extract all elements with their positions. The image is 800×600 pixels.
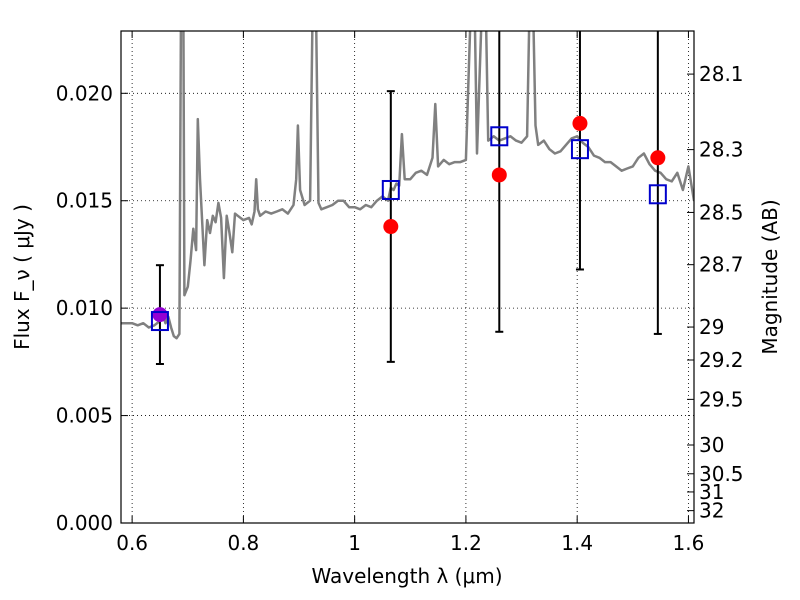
model-spectrum-line	[121, 31, 694, 340]
ticks-layer: 0.6 0.8 1 1.2 1.4 1.6 0.000 0.005 0.010 0.015 0.02…	[56, 31, 744, 555]
magnitude-tick-label: 32	[699, 499, 724, 523]
plot-frame	[120, 30, 695, 524]
y-tick-label: 0.000	[56, 511, 113, 535]
y-tick-label: 0.015	[56, 189, 113, 213]
observed-points-layer	[152, 115, 666, 323]
observed-point	[152, 307, 168, 323]
errorbar-layer	[155, 31, 662, 366]
model-spectrum-layer	[121, 31, 694, 340]
x-tick-label: 1.4	[561, 531, 593, 555]
model-photometry-point	[381, 179, 400, 200]
magnitude-tick-label: 29.5	[699, 387, 744, 411]
y-tick-label: 0.020	[56, 81, 113, 105]
magnitude-tick-label: 28.5	[699, 200, 744, 224]
magnitude-tick-label: 30.5	[699, 462, 744, 486]
magnitude-tick-label: 30	[699, 433, 724, 457]
model-photometry-point	[490, 126, 509, 147]
magnitude-tick-label: 28.1	[699, 62, 744, 86]
observed-point	[650, 150, 666, 166]
x-tick-label: 1.6	[673, 531, 705, 555]
y-tick-label: 0.005	[56, 404, 113, 428]
magnitude-tick-label: 28.3	[699, 138, 744, 162]
y-tick-label: 0.010	[56, 296, 113, 320]
grid-layer	[121, 31, 694, 524]
x-tick-label: 0.6	[116, 531, 148, 555]
model-photometry-point	[150, 311, 169, 332]
magnitude-tick-label: 29.2	[699, 348, 744, 372]
x-tick-label: 0.8	[227, 531, 259, 555]
magnitude-tick-label: 29	[699, 315, 724, 339]
observed-point	[383, 219, 399, 235]
x-tick-label: 1	[348, 531, 361, 555]
model-photometry-point	[648, 184, 667, 205]
magnitude-tick-label: 28.7	[699, 253, 744, 277]
magnitude-tick-label: 31	[699, 480, 724, 504]
observed-point	[572, 115, 588, 131]
model-photometry-layer	[150, 126, 667, 332]
observed-point	[491, 167, 507, 183]
x-axis-label: Wavelength λ (μm)	[311, 564, 502, 588]
model-photometry-point	[570, 139, 589, 160]
y-axis-label-right: Magnitude (AB)	[758, 199, 782, 354]
x-tick-label: 1.2	[450, 531, 482, 555]
y-axis-label-left: Flux F_ν ( μJy )	[10, 204, 34, 350]
